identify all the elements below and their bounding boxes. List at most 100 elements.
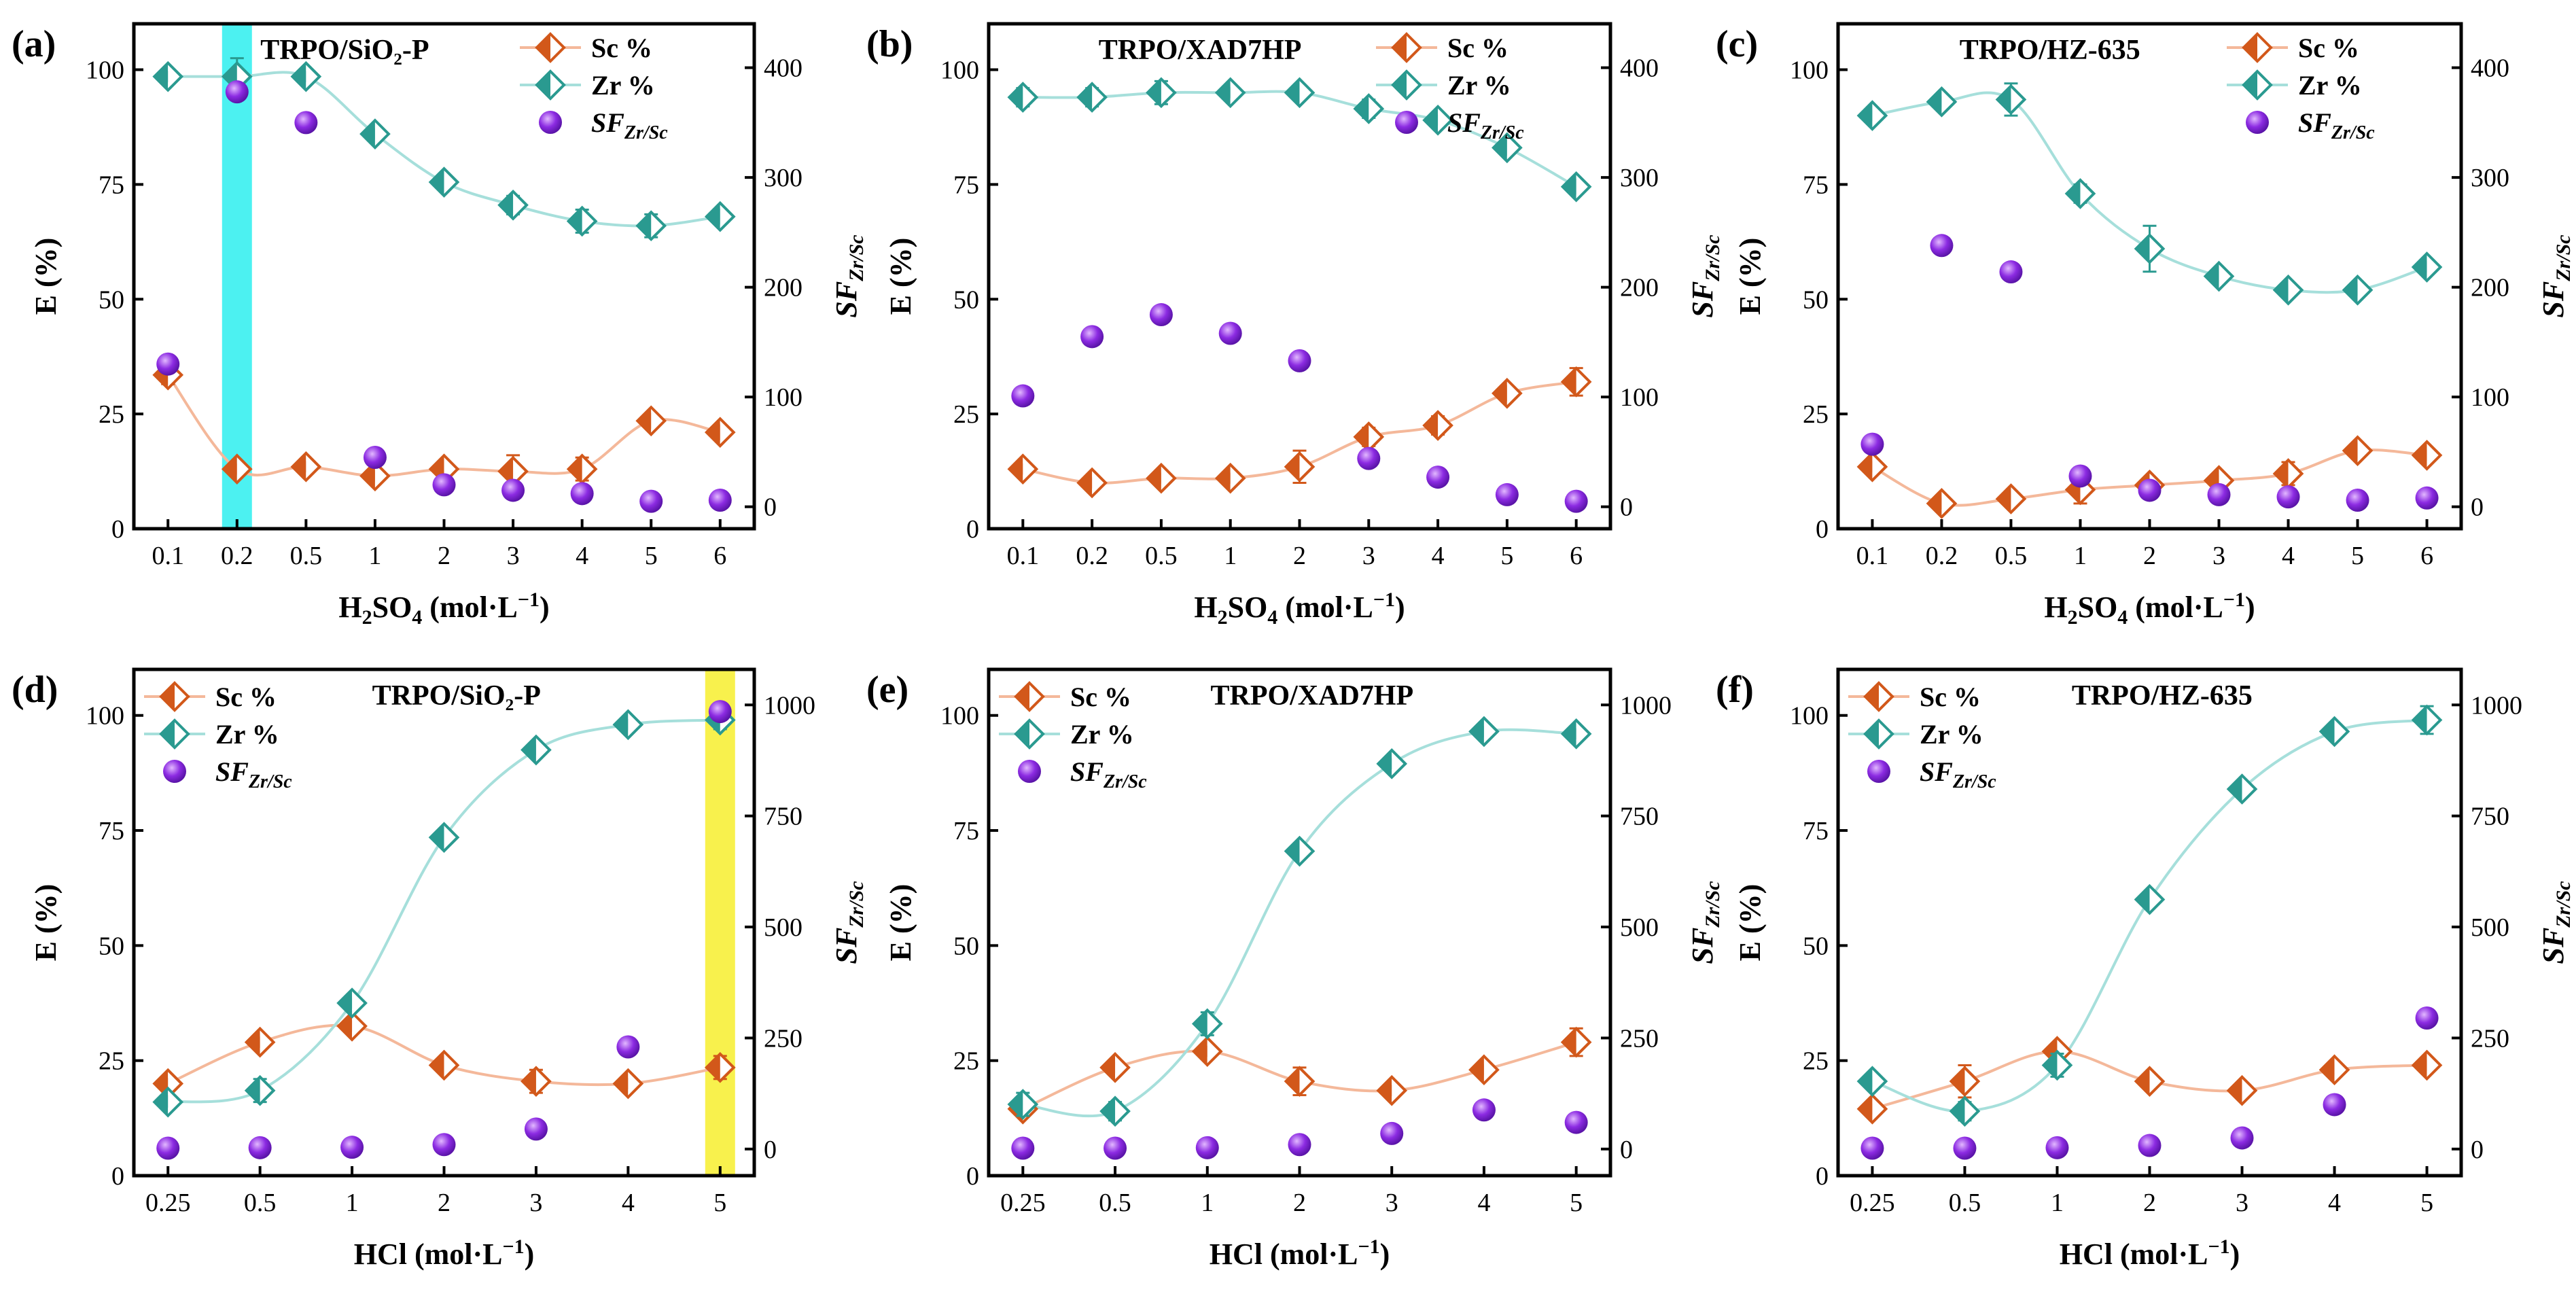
sc-point-fill: [1147, 464, 1161, 492]
legend-sc-marker-outline: [1863, 681, 1894, 712]
zr-point-outline: [1284, 835, 1316, 867]
zr-point: [1492, 132, 1523, 164]
sc-point-outline: [1007, 453, 1039, 485]
sf-point: [1218, 321, 1242, 345]
legend-zr-label: Zr %: [215, 719, 279, 750]
legend-zr-marker-fill: [1393, 71, 1407, 99]
sf-point: [1011, 1136, 1035, 1160]
sc-point-fill: [1355, 423, 1369, 451]
sc-point-fill: [1286, 453, 1300, 480]
zr-point-fill: [1355, 94, 1369, 122]
sc-point-fill: [1286, 1068, 1300, 1095]
sc-point: [1007, 453, 1039, 485]
zr-point-open: [1941, 88, 1956, 116]
zr-point-fill: [568, 207, 582, 235]
sc-point-open: [1872, 1095, 1886, 1123]
y-right-axis-title: SFZr/Sc: [2537, 234, 2575, 317]
sc-point-open: [2427, 1051, 2441, 1079]
legend-zr-marker: [2242, 69, 2273, 101]
zr-point-outline: [2064, 178, 2096, 209]
legend-sf-label: SFZr/Sc: [1447, 107, 1524, 143]
sc-point-fill: [338, 1012, 353, 1040]
x-tick-label: 1: [2074, 542, 2087, 570]
zr-point-fill: [154, 1088, 169, 1116]
sf-point: [2045, 1136, 2069, 1159]
y-left-tick-label: 50: [953, 932, 979, 960]
sc-point-outline: [1995, 483, 2027, 514]
x-tick-label: 1: [1201, 1189, 1214, 1217]
zr-point-fill: [1424, 106, 1439, 134]
y-left-tick-label: 0: [111, 1162, 124, 1191]
zr-point-open: [1576, 720, 1590, 748]
y-right-axis-title: SFZr/Sc: [2537, 881, 2575, 964]
panel-title: TRPO/XAD7HP: [1099, 35, 1302, 66]
sc-point-outline: [1099, 1052, 1131, 1083]
sc-point: [1926, 488, 1958, 519]
y-left-tick-label: 75: [1803, 171, 1829, 199]
x-tick-label: 5: [1570, 1189, 1583, 1217]
zr-point-fill: [1858, 1068, 1873, 1095]
sc-point: [1376, 1074, 1408, 1106]
x-tick-label: 0.2: [221, 542, 253, 570]
sf-point: [1999, 260, 2023, 284]
x-tick-label: 3: [2236, 1189, 2248, 1217]
x-tick-label: 0.5: [1995, 542, 2028, 570]
zr-point-fill: [2413, 253, 2427, 281]
sc-point-fill: [1470, 1056, 1484, 1084]
sf-point: [616, 1035, 640, 1059]
zr-point: [2342, 274, 2374, 306]
legend-sc-marker: [159, 681, 190, 712]
sc-point: [1146, 462, 1177, 494]
sf-point: [1357, 446, 1381, 470]
legend-sc-marker-fill: [1016, 683, 1029, 710]
legend: Sc % Zr % SFZr/Sc: [144, 681, 292, 792]
x-tick-label: 2: [438, 1189, 451, 1217]
x-tick-label: 0.1: [1007, 542, 1040, 570]
legend-sc-marker-open: [1407, 34, 1420, 61]
sc-point-open: [1872, 453, 1886, 480]
legend-sc-label: Sc %: [2298, 33, 2359, 63]
y-right-tick-label: 200: [2471, 274, 2509, 302]
zr-point: [2411, 704, 2443, 736]
y-right-tick-label: 0: [1620, 1136, 1633, 1164]
zr-point: [1376, 748, 1408, 779]
zr-point-fill: [2136, 885, 2150, 913]
zr-point-open: [2149, 234, 2164, 262]
y-right-tick-label: 100: [2471, 383, 2509, 412]
sc-point-open: [1576, 368, 1590, 396]
legend-sc-marker-fill: [2244, 34, 2257, 61]
sc-point-fill: [1009, 455, 1023, 483]
zr-point: [1560, 718, 1592, 750]
sc-point-outline: [2134, 1066, 2166, 1097]
x-tick-label: 1: [346, 1189, 359, 1217]
zr-point-outline: [521, 734, 552, 766]
zr-point-open: [651, 212, 665, 240]
zr-point-open: [1506, 134, 1521, 162]
sf-point: [156, 1136, 180, 1160]
zr-point-outline: [704, 200, 736, 232]
sf-point: [294, 111, 318, 135]
legend-sf-marker: [1867, 760, 1890, 783]
sf-point: [2415, 486, 2439, 510]
sc-point-open: [1483, 1056, 1498, 1084]
sf-point: [432, 1133, 456, 1157]
x-axis-title: H2SO4 (mol·L−1): [1194, 589, 1405, 629]
sc-point-fill: [1928, 489, 1942, 517]
zr-point-outline: [1560, 718, 1592, 750]
zr-point-fill: [2205, 262, 2219, 290]
sc-point-open: [2149, 1068, 2164, 1095]
y-left-axis-title: E (%): [1733, 884, 1767, 962]
zr-point-outline: [1995, 84, 2027, 116]
sc-point-open: [306, 453, 320, 480]
zr-point-fill: [637, 212, 652, 240]
x-tick-label: 0.5: [1099, 1189, 1131, 1217]
sc-point-outline: [359, 460, 391, 492]
sf-point: [225, 80, 249, 104]
zr-point-outline: [1468, 716, 1500, 748]
y-left-tick-label: 100: [86, 56, 124, 85]
sc-point-open: [444, 1051, 458, 1079]
zr-point-open: [1115, 1098, 1129, 1125]
sc-point-outline: [1076, 467, 1108, 499]
zr-point: [336, 987, 368, 1019]
